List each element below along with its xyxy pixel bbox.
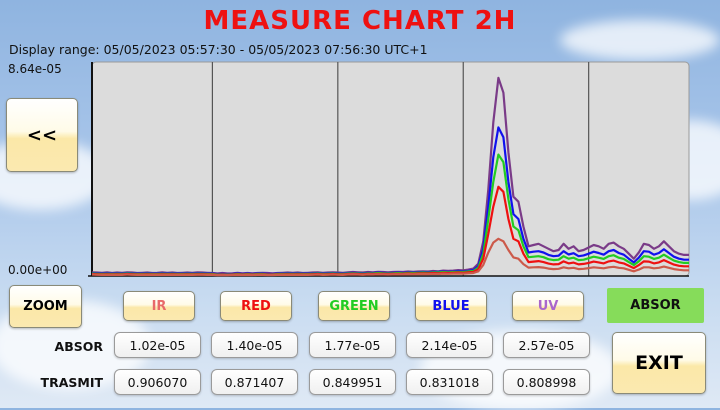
display-range: Display range: 05/05/2023 05:57:30 - 05/… bbox=[9, 42, 428, 57]
channel-button-green[interactable]: GREEN bbox=[318, 291, 390, 321]
background-cloud bbox=[560, 20, 720, 60]
trasmit-value-3: 0.831018 bbox=[406, 369, 493, 395]
trasmit-row-label: TRASMIT bbox=[40, 375, 103, 390]
trasmit-value-1: 0.871407 bbox=[211, 369, 298, 395]
series-line-ir bbox=[91, 237, 689, 277]
trasmit-value-4: 0.808998 bbox=[503, 369, 590, 395]
absor-value-1: 1.40e-05 bbox=[211, 332, 298, 358]
zoom-button[interactable]: ZOOM bbox=[9, 285, 82, 328]
trasmit-value-0: 0.906070 bbox=[114, 369, 201, 395]
absor-value-2: 1.77e-05 bbox=[309, 332, 396, 358]
trasmit-value-2: 0.849951 bbox=[309, 369, 396, 395]
absor-value-4: 2.57e-05 bbox=[503, 332, 590, 358]
channel-button-absor[interactable]: ABSOR bbox=[607, 288, 704, 323]
y-tick-label-min: 0.00e+00 bbox=[8, 263, 68, 277]
channel-button-uv[interactable]: UV bbox=[512, 291, 584, 321]
channel-button-red[interactable]: RED bbox=[220, 291, 292, 321]
channel-button-blue[interactable]: BLUE bbox=[415, 291, 487, 321]
page-title: MEASURE CHART 2H bbox=[203, 6, 517, 36]
absor-value-3: 2.14e-05 bbox=[406, 332, 493, 358]
absor-value-0: 1.02e-05 bbox=[114, 332, 201, 358]
absor-row-label: ABSOR bbox=[54, 339, 103, 354]
exit-button[interactable]: EXIT bbox=[612, 332, 706, 394]
back-button[interactable]: << bbox=[6, 98, 78, 172]
y-tick-label-max: 8.64e-05 bbox=[8, 62, 62, 76]
plot-area bbox=[91, 61, 690, 277]
channel-button-ir[interactable]: IR bbox=[123, 291, 195, 321]
